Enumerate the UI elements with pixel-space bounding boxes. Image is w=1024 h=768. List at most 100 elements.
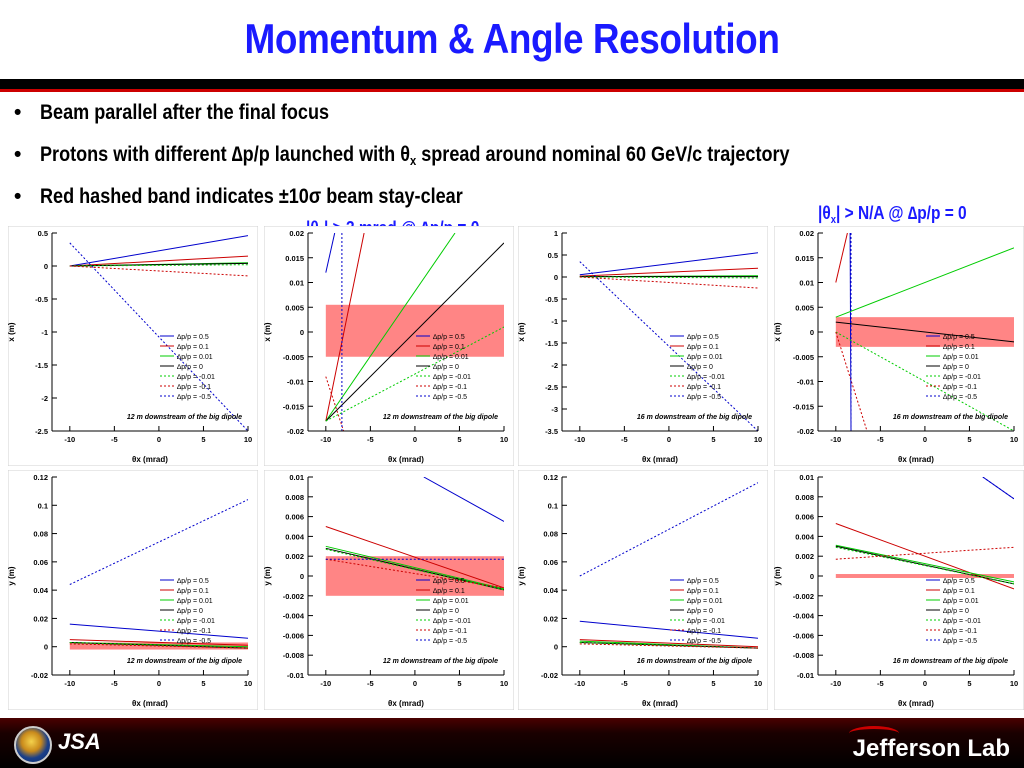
legend-label: ∆p/p = 0.01 (687, 598, 723, 605)
chart-svg: 0.02 0.015 0.01 0.005 0 -0.005 -0.01 -0.015 -0.0… (263, 225, 515, 467)
y-tick-label: -0.01 (287, 378, 304, 387)
y-tick-label: -0.005 (283, 353, 304, 362)
legend-label: ∆p/p = -0.01 (687, 374, 725, 381)
series-line (835, 545, 1014, 585)
bullet-dot-icon: • (14, 101, 22, 124)
legend-label: ∆p/p = 0.5 (433, 334, 465, 341)
series-line (579, 261, 758, 431)
legend-label: ∆p/p = -0.5 (943, 638, 977, 645)
x-tick-label: -10 (830, 679, 841, 688)
x-tick-label: -5 (877, 679, 884, 688)
legend-label: ∆p/p = 0 (433, 364, 459, 371)
legend-label: ∆p/p = 0.1 (943, 588, 975, 595)
y-tick-label: 0.008 (285, 493, 304, 502)
y-tick-label: 0 (44, 643, 48, 652)
legend-label: ∆p/p = 0 (177, 364, 203, 371)
y-tick-label: 0.04 (543, 586, 558, 595)
y-tick-label: -0.006 (793, 631, 814, 640)
bullet-text: Beam parallel after the final focus (40, 101, 330, 124)
y-tick-label: -0.02 (287, 427, 304, 436)
legend-label: ∆p/p = -0.01 (433, 374, 471, 381)
stay-clear-band (835, 574, 1014, 578)
y-axis-label: x (m) (8, 322, 16, 341)
series-line (835, 546, 1014, 560)
doe-seal-icon (14, 726, 52, 764)
y-tick-label: 0.02 (543, 614, 558, 623)
series-group (325, 233, 504, 431)
x-tick-label: 10 (1010, 435, 1018, 444)
legend-label: ∆p/p = -0.01 (943, 374, 981, 381)
bullet-dot-icon: • (14, 185, 22, 208)
legend-label: ∆p/p = -0.01 (177, 374, 215, 381)
legend-label: ∆p/p = -0.1 (433, 628, 467, 635)
x-tick-label: -5 (367, 435, 374, 444)
title-divider-accent (0, 89, 1024, 92)
series-group (69, 235, 248, 431)
x-tick-label: -10 (320, 679, 331, 688)
y-tick-label: -0.004 (793, 612, 815, 621)
y-tick-label: 0.06 (543, 558, 558, 567)
chart-annotation: 12 m downstream of the big dipole (127, 658, 242, 665)
x-axis-label: θx (mrad) (642, 699, 678, 708)
y-tick-label: 0.01 (799, 473, 814, 482)
x-tick-label: 0 (413, 679, 417, 688)
y-tick-label: -0.002 (793, 592, 814, 601)
y-tick-label: 0.004 (795, 532, 815, 541)
chart-annotation: 12 m downstream of the big dipole (383, 658, 498, 665)
x-tick-label: -5 (877, 435, 884, 444)
x-tick-label: 0 (667, 435, 671, 444)
y-tick-label: -0.008 (793, 651, 814, 660)
chart-panel: 0.12 0.1 0.08 0.06 0.04 0.02 0 -0.02 -10 -5 0 5 10 θx… (7, 469, 259, 711)
y-tick-label: -2.5 (35, 427, 48, 436)
x-tick-label: -10 (64, 435, 75, 444)
x-tick-label: -10 (64, 679, 75, 688)
y-tick-label: -2.5 (545, 383, 558, 392)
legend-label: ∆p/p = -0.1 (687, 384, 721, 391)
y-tick-label: -1 (41, 328, 48, 337)
y-tick-label: 0.002 (795, 552, 814, 561)
series-line (325, 233, 365, 422)
legend-label: ∆p/p = 0 (433, 608, 459, 615)
x-tick-label: -5 (367, 679, 374, 688)
x-tick-label: -5 (621, 679, 628, 688)
y-tick-label: 0.002 (285, 552, 304, 561)
x-tick-label: -10 (320, 435, 331, 444)
legend-label: ∆p/p = 0 (687, 364, 713, 371)
series-line (579, 639, 758, 648)
chart-frame (517, 469, 769, 711)
y-tick-label: 0.02 (289, 229, 304, 238)
footer-bar (0, 718, 1024, 768)
legend-label: ∆p/p = 0.01 (687, 354, 723, 361)
x-tick-label: 5 (711, 435, 715, 444)
legend-label: ∆p/p = 0.1 (433, 588, 465, 595)
y-tick-label: 0.1 (38, 501, 48, 510)
y-axis-label: x (m) (774, 322, 782, 341)
series-group (835, 477, 1014, 590)
chart-svg: 0.01 0.008 0.006 0.004 0.002 0 -0.002 -0.004 -0.… (263, 469, 515, 711)
legend-label: ∆p/p = 0 (177, 608, 203, 615)
y-tick-label: -0.01 (287, 671, 304, 680)
bullet-text: Protons with different ∆p/p launched wit… (40, 143, 790, 168)
x-axis-label: θx (mrad) (898, 699, 934, 708)
x-tick-label: 0 (413, 435, 417, 444)
x-tick-label: 0 (157, 679, 161, 688)
y-tick-label: -2 (41, 394, 48, 403)
series-line (69, 265, 248, 277)
y-tick-label: 0 (810, 328, 814, 337)
legend-label: ∆p/p = -0.01 (433, 618, 471, 625)
x-tick-label: -5 (111, 679, 118, 688)
y-tick-label: 0.015 (285, 254, 304, 263)
chart-frame (517, 225, 769, 467)
legend-label: ∆p/p = -0.01 (943, 618, 981, 625)
legend-label: ∆p/p = -0.5 (433, 638, 467, 645)
y-tick-label: -2 (551, 361, 558, 370)
y-tick-label: 0.006 (795, 513, 814, 522)
chart-panel: 0.02 0.015 0.01 0.005 0 -0.005 -0.01 -0.015 -0.0… (263, 225, 515, 467)
y-axis-label: x (m) (518, 322, 526, 341)
series-group (325, 477, 504, 591)
legend-label: ∆p/p = -0.1 (943, 384, 977, 391)
series-line (325, 326, 504, 422)
legend-label: ∆p/p = 0.1 (943, 344, 975, 351)
slide-title-bar: Momentum & Angle Resolution (0, 0, 1024, 78)
y-tick-label: 0.12 (543, 473, 558, 482)
